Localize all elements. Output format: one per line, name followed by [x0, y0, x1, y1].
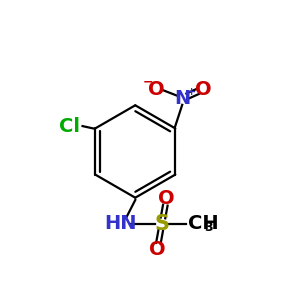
Text: −: − — [143, 76, 153, 89]
Text: S: S — [154, 214, 169, 234]
Text: O: O — [158, 189, 175, 208]
Text: CH: CH — [188, 214, 219, 233]
Text: O: O — [195, 80, 211, 99]
Text: 3: 3 — [204, 221, 213, 234]
Text: N: N — [174, 89, 190, 108]
Text: +: + — [187, 87, 196, 97]
Text: O: O — [148, 80, 165, 99]
Text: O: O — [149, 240, 166, 259]
Text: Cl: Cl — [59, 117, 80, 136]
Text: HN: HN — [104, 214, 136, 232]
